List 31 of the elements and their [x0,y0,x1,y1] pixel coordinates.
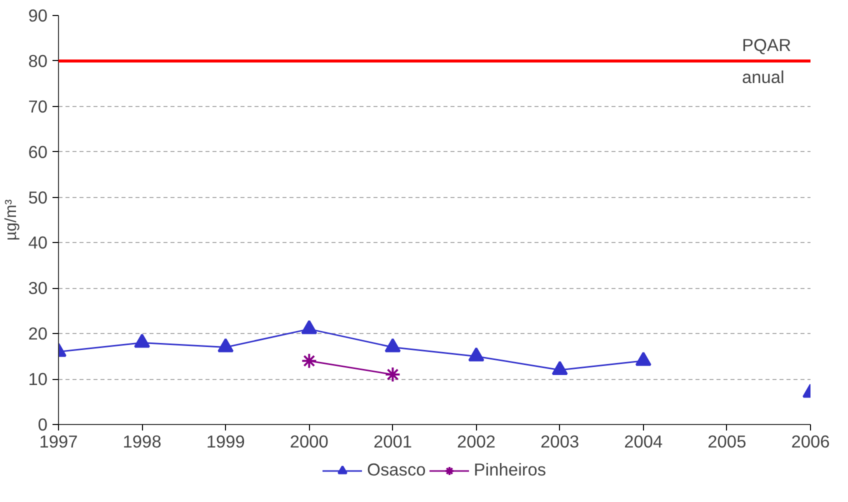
y-axis-title: µg/m³ [3,198,20,241]
x-tick-label: 2006 [791,432,830,452]
x-tick-label: 2005 [708,432,746,452]
legend-label: Osasco [367,460,426,480]
point [218,338,234,352]
y-tick-label: 30 [28,278,48,298]
y-tick-label: 70 [28,96,48,116]
y-tick-label: 20 [28,324,48,344]
y-tick-label: 40 [28,232,48,253]
x-tick-label: 2001 [373,432,412,452]
legend-label: Pinheiros [474,460,546,480]
x-tick-label: 1998 [122,432,162,452]
ref-line-label: PQAR anual [742,34,792,87]
x-tick-label: 1997 [39,432,78,452]
y-tick-label: 10 [28,369,48,390]
x-tick-label: 2000 [290,432,328,452]
point [134,334,150,348]
y-tick-label: 80 [28,50,48,71]
y-tick-label: 0 [38,414,48,434]
x-tick-label: 1999 [206,432,245,452]
point [552,360,568,376]
point [384,338,401,352]
x-tick-label: 2004 [624,432,664,452]
x-tick-label: 2003 [540,432,580,452]
point [301,320,318,334]
x-tick-label: 2002 [457,432,496,452]
y-tick-label: 90 [28,6,48,26]
y-tick-label: 60 [28,142,48,162]
point [468,347,484,362]
point [635,352,652,366]
y-tick-label: 50 [28,187,48,208]
